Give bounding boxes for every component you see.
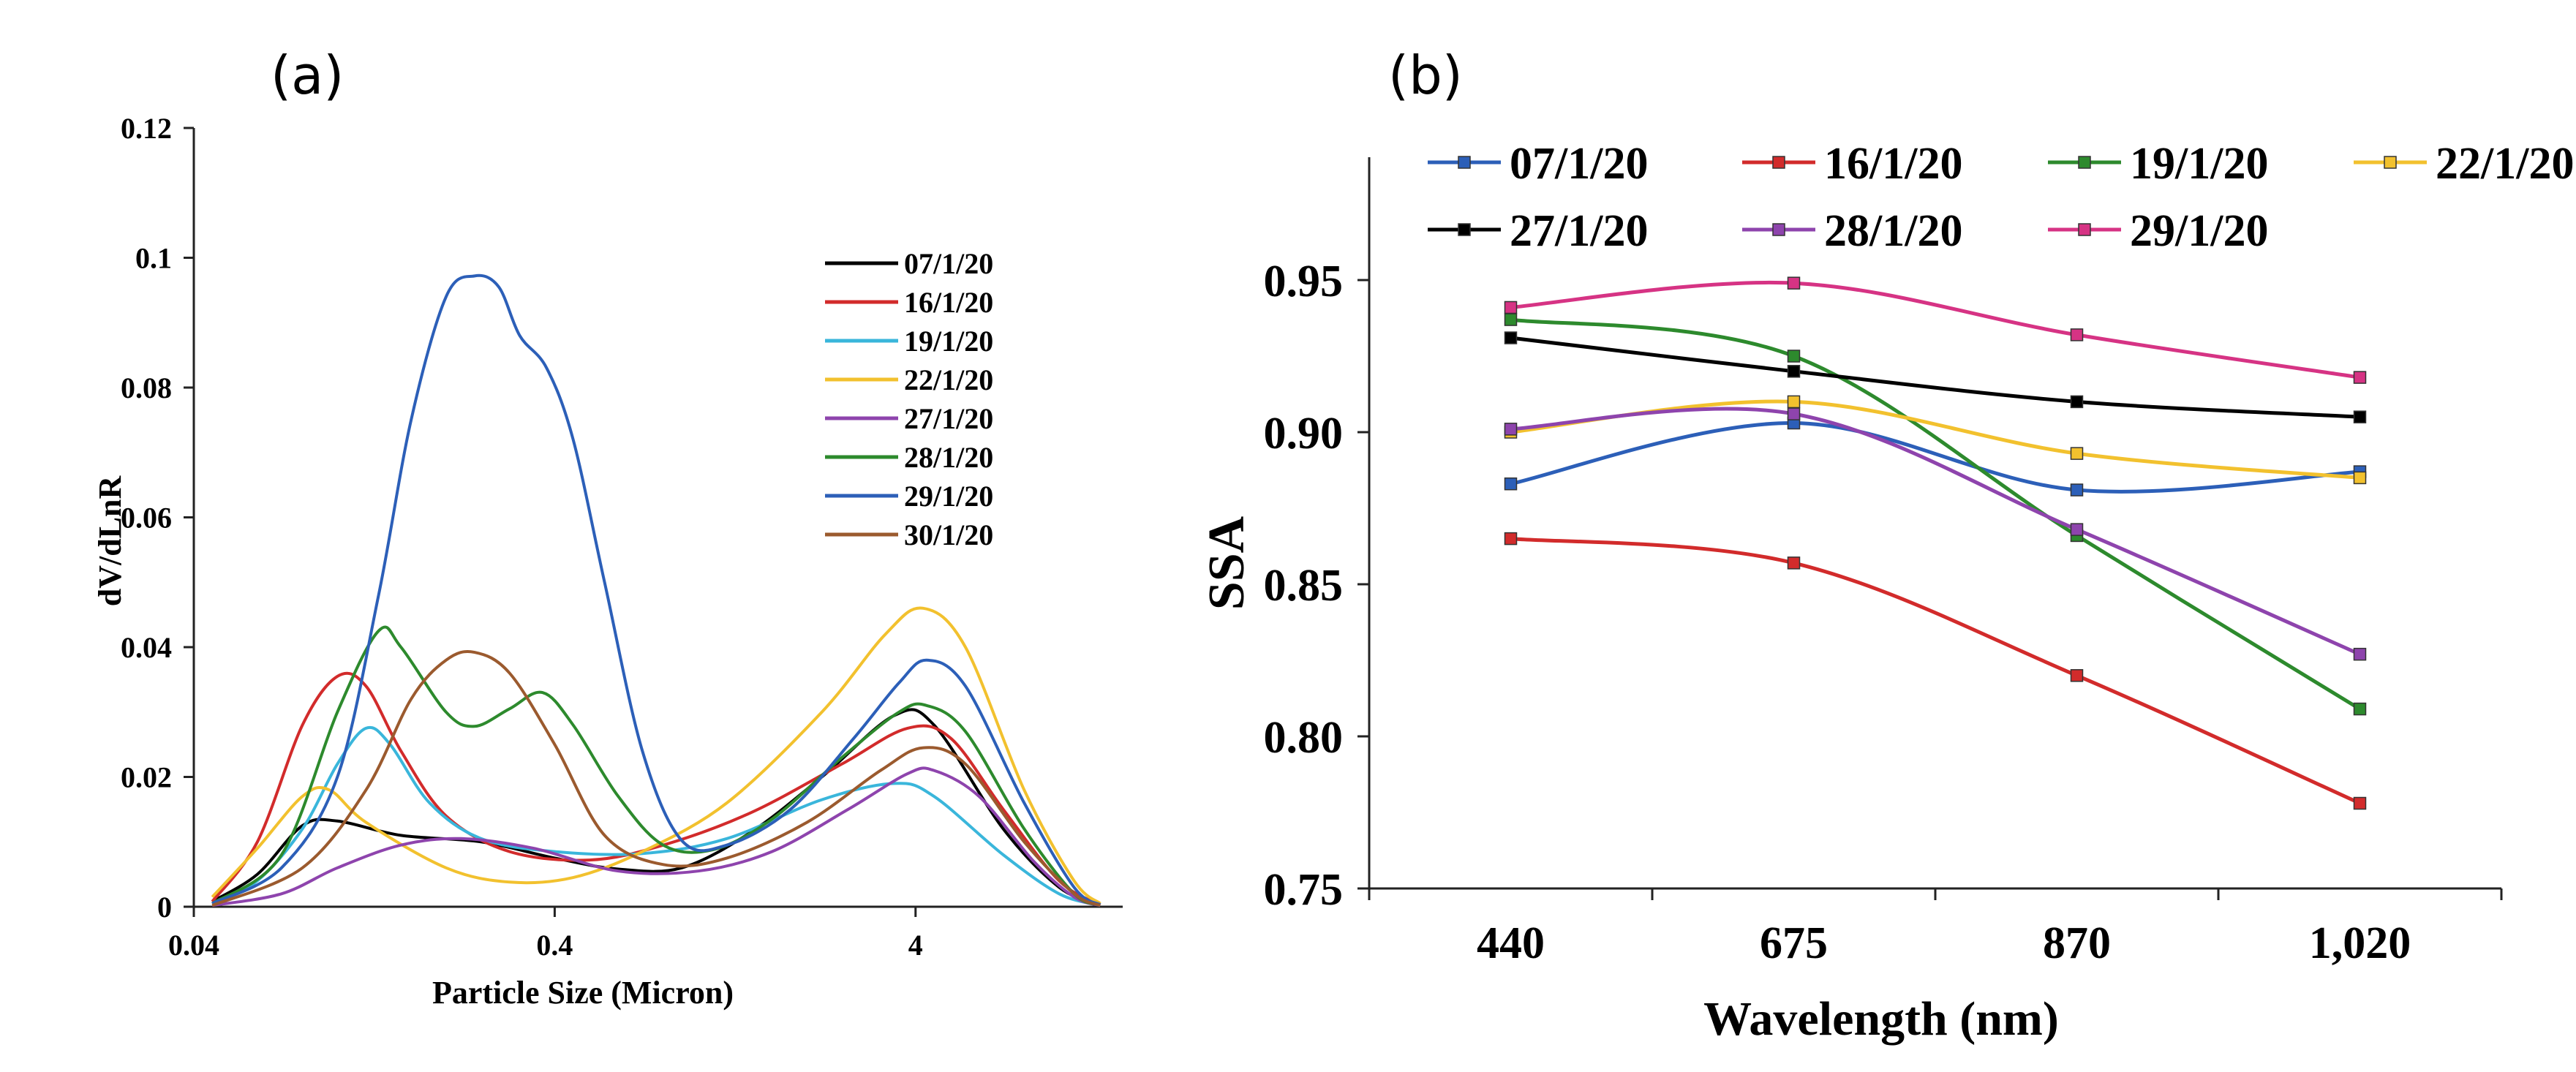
panel-label-b: (b)	[1388, 45, 1463, 106]
data-point-22-1-20	[2070, 447, 2084, 460]
data-point-27-1-20	[1787, 365, 1801, 378]
series-line-29-1-20	[1510, 280, 2360, 380]
data-point-19-1-20	[2353, 702, 2367, 716]
legend-marker-28-1-20	[1772, 223, 1785, 236]
legend-label-22-1-20: 22/1/20	[2436, 139, 2574, 189]
panel-a-x-tick-label: 0.04	[168, 929, 219, 962]
data-point-16-1-20	[1504, 532, 1518, 546]
series-line-07-1-20	[1510, 420, 2360, 494]
legend-marker-29-1-20	[2078, 223, 2091, 236]
panel-a-x-tick-label: 0.4	[536, 929, 573, 962]
panel-b-series	[1504, 276, 2367, 810]
panel-b-y-axis-title: SSA	[1199, 516, 1255, 610]
legend-label-30-1-20: 30/1/20	[904, 518, 993, 551]
legend-marker-16-1-20	[1772, 156, 1785, 169]
series-line-27-1-20	[211, 766, 1101, 907]
series-line-16-1-20	[1510, 537, 2361, 805]
panel-a-y-tick-label: 0.02	[121, 761, 172, 794]
panel-b-y-tick-label: 0.75	[1264, 865, 1344, 915]
data-point-29-1-20	[1504, 301, 1518, 314]
legend-marker-22-1-20	[2384, 156, 2397, 169]
series-line-29-1-20	[211, 273, 1101, 907]
data-point-29-1-20	[1787, 276, 1801, 290]
data-point-29-1-20	[2353, 371, 2367, 384]
panel-a-y-tick-label: 0	[157, 891, 172, 924]
data-point-22-1-20	[1787, 395, 1801, 409]
data-point-07-1-20	[2070, 483, 2084, 497]
panel-a-y-tick-label: 0.06	[121, 502, 172, 535]
panel-a-y-tick-label: 0.04	[121, 631, 172, 664]
panel-b-x-tick-label: 1,020	[2309, 918, 2411, 968]
data-point-27-1-20	[2353, 410, 2367, 423]
panel-a-y-tick-label: 0.08	[121, 371, 172, 404]
legend-label-27-1-20: 27/1/20	[1510, 206, 1648, 256]
panel-a: (a) 0 0.02 0.04 0.06 0.08 0.1 0.12 0.04 0.4 4 07/…	[92, 45, 1123, 1011]
panel-b-legend: 07/1/20 16/1/20 19/1/20 22/1/20 27/1/20 28/1/…	[1428, 139, 2574, 256]
legend-label-19-1-20: 19/1/20	[904, 325, 993, 358]
series-line-07-1-20	[211, 708, 1101, 907]
legend-label-16-1-20: 16/1/20	[904, 286, 993, 319]
panel-b-y-tick-label: 0.80	[1264, 713, 1344, 763]
legend-label-28-1-20: 28/1/20	[904, 441, 993, 474]
series-line-19-1-20	[211, 725, 1101, 907]
data-point-16-1-20	[2070, 669, 2084, 682]
panel-b: (b) 0.75 0.80 0.85 0.90 0.95 440 675 870 1,020 0…	[1199, 45, 2574, 1046]
data-point-16-1-20	[2353, 796, 2367, 810]
data-point-07-1-20	[1504, 477, 1518, 491]
panel-label-a: (a)	[271, 45, 344, 106]
data-point-27-1-20	[2070, 395, 2084, 409]
data-point-19-1-20	[1504, 313, 1518, 326]
series-line-30-1-20	[211, 650, 1101, 907]
panel-b-x-tick-label: 675	[1760, 918, 1828, 968]
series-line-19-1-20	[1510, 317, 2361, 711]
legend-marker-27-1-20	[1458, 223, 1471, 236]
data-point-19-1-20	[1787, 350, 1801, 363]
series-line-27-1-20	[1510, 336, 2360, 419]
data-point-29-1-20	[2070, 328, 2084, 341]
panel-a-x-tick-label: 4	[908, 929, 923, 962]
legend-label-27-1-20: 27/1/20	[904, 402, 993, 435]
panel-a-y-tick-label: 0.1	[135, 242, 172, 275]
panel-b-y-tick-label: 0.90	[1264, 409, 1344, 458]
panel-b-y-tick-label: 0.85	[1264, 561, 1344, 611]
legend-label-29-1-20: 29/1/20	[2130, 206, 2268, 256]
panel-b-axes: 0.75 0.80 0.85 0.90 0.95 440 675 870 1,020	[1264, 157, 2503, 968]
panel-b-x-axis-title: Wavelength (nm)	[1703, 992, 2059, 1046]
panel-a-legend: 07/1/20 16/1/20 19/1/20 22/1/20 27/1/20 28/1/…	[825, 247, 993, 551]
data-point-28-1-20	[1787, 407, 1801, 420]
panel-a-axes: 0 0.02 0.04 0.06 0.08 0.1 0.12 0.04 0.4 4	[121, 112, 1123, 962]
panel-b-x-tick-label: 440	[1477, 918, 1545, 968]
panel-a-y-axis-title: dV/dLnR	[92, 475, 128, 607]
legend-label-07-1-20: 07/1/20	[904, 247, 993, 280]
panel-a-x-axis-title: Particle Size (Micron)	[432, 975, 734, 1011]
data-point-28-1-20	[2070, 523, 2084, 536]
panel-a-series	[211, 273, 1101, 907]
series-line-16-1-20	[211, 671, 1101, 907]
legend-marker-19-1-20	[2078, 156, 2091, 169]
data-point-22-1-20	[2353, 471, 2367, 485]
legend-label-16-1-20: 16/1/20	[1824, 139, 1962, 189]
data-point-28-1-20	[1504, 423, 1518, 436]
legend-label-19-1-20: 19/1/20	[2130, 139, 2268, 189]
legend-label-22-1-20: 22/1/20	[904, 363, 993, 396]
panel-a-y-tick-label: 0.12	[121, 112, 172, 145]
legend-label-07-1-20: 07/1/20	[1510, 139, 1648, 189]
legend-label-29-1-20: 29/1/20	[904, 480, 993, 513]
legend-label-28-1-20: 28/1/20	[1824, 206, 1962, 256]
panel-b-y-tick-label: 0.95	[1264, 257, 1344, 306]
data-point-27-1-20	[1504, 331, 1518, 344]
data-point-28-1-20	[2353, 647, 2367, 661]
series-line-28-1-20	[1510, 407, 2361, 656]
data-point-16-1-20	[1787, 556, 1801, 570]
legend-marker-07-1-20	[1458, 156, 1471, 169]
panel-b-x-tick-label: 870	[2043, 918, 2111, 968]
